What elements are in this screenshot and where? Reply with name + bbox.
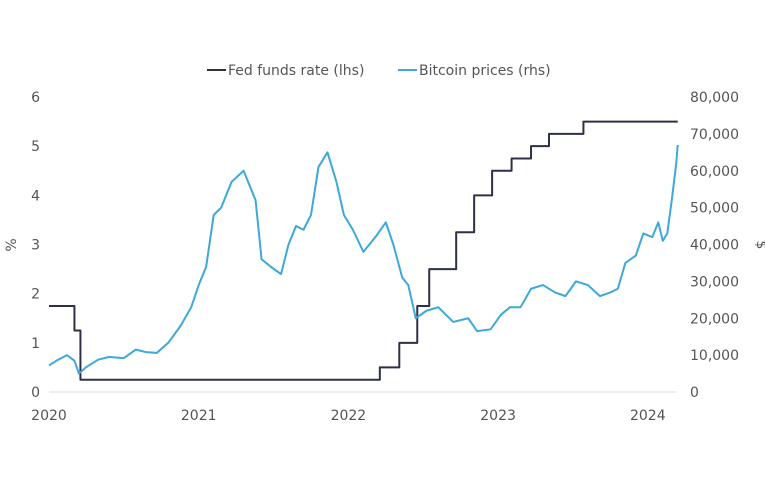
right-tick-label: 50,000 <box>690 201 739 217</box>
right-tick-label: 10,000 <box>690 348 739 364</box>
x-tick-label: 2020 <box>31 408 67 424</box>
legend-label-bitcoin: Bitcoin prices (rhs) <box>419 63 551 79</box>
left-tick-label: 1 <box>31 336 40 352</box>
right-tick-label: 60,000 <box>690 164 739 180</box>
left-tick-label: 3 <box>31 238 40 254</box>
left-tick-label: 5 <box>31 139 40 155</box>
fed-funds-rate-line <box>49 120 678 381</box>
right-axis-label: $ <box>753 241 765 250</box>
legend-label-fed-funds: Fed funds rate (lhs) <box>228 63 364 79</box>
x-tick-label: 2022 <box>331 408 367 424</box>
right-tick-label: 70,000 <box>690 127 739 143</box>
legend: Fed funds rate (lhs) Bitcoin prices (rhs… <box>207 63 551 79</box>
left-tick-label: 2 <box>31 287 40 303</box>
x-tick-label: 2023 <box>480 408 516 424</box>
left-tick-label: 6 <box>31 90 40 106</box>
left-axis-label: % <box>4 238 20 251</box>
right-tick-label: 0 <box>690 385 699 401</box>
right-tick-label: 30,000 <box>690 274 739 290</box>
x-tick-label: 2024 <box>630 408 666 424</box>
left-tick-label: 0 <box>31 385 40 401</box>
left-tick-label: 4 <box>31 188 40 204</box>
bitcoin-price-line <box>48 144 679 375</box>
right-tick-label: 20,000 <box>690 311 739 327</box>
right-tick-label: 80,000 <box>690 90 739 106</box>
right-tick-label: 40,000 <box>690 238 739 254</box>
x-tick-label: 2021 <box>181 408 217 424</box>
